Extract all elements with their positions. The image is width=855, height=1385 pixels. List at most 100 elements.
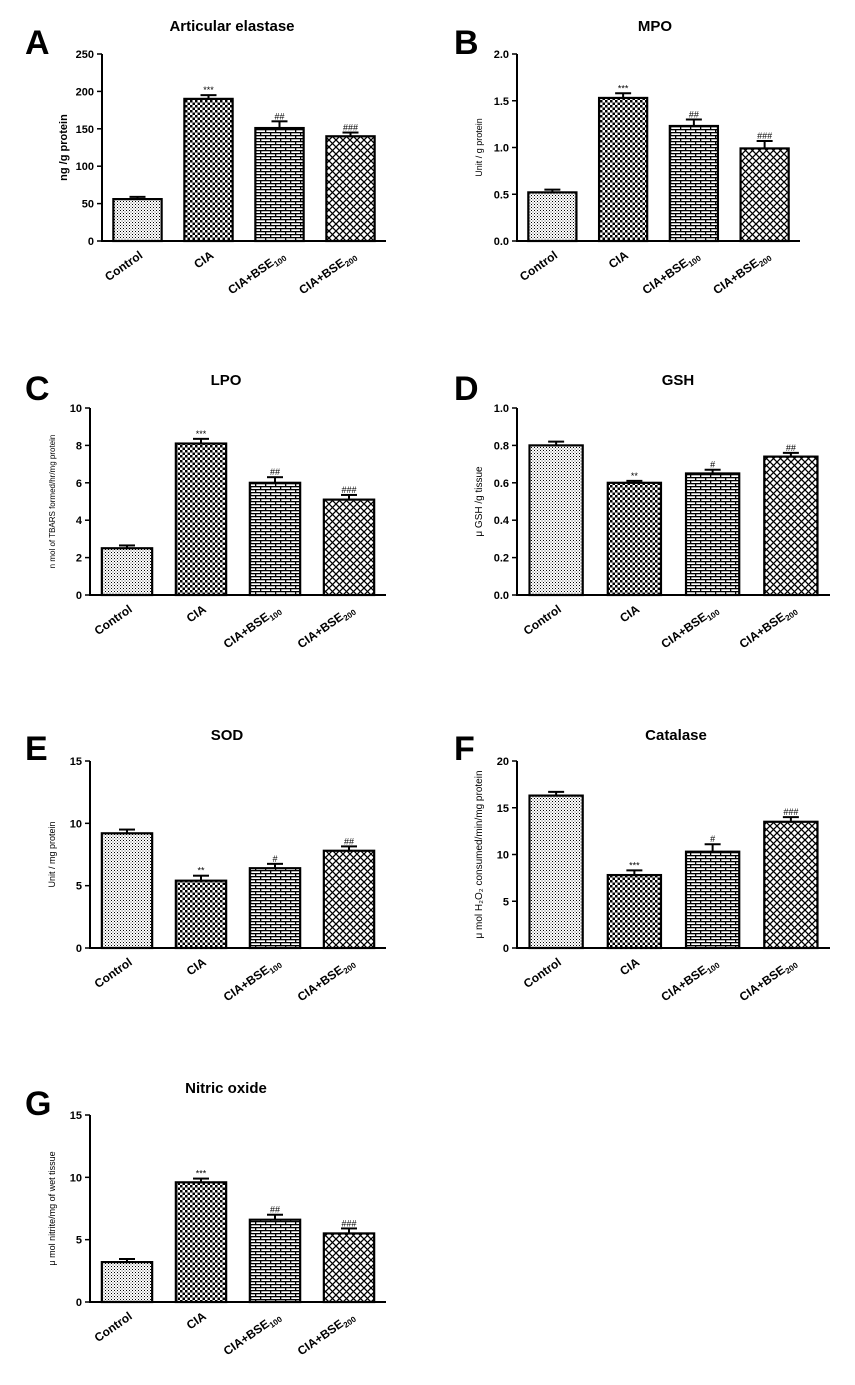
y-tick-label: 0.5 <box>494 189 509 201</box>
x-tick-label: CIA+BSE100 <box>658 602 721 653</box>
y-axis-label: μ GSH /g tissue <box>474 466 485 537</box>
x-tick-label: CIA <box>617 602 642 626</box>
chart-title: Catalase <box>645 727 707 744</box>
x-tick-label: CIA+BSE100 <box>221 602 284 653</box>
x-tick-label: CIA+BSE200 <box>296 248 359 299</box>
bar <box>100 547 154 597</box>
significance-label: ### <box>341 485 356 495</box>
significance-label: ### <box>757 131 772 141</box>
chart-title: SOD <box>211 727 244 744</box>
y-tick-label: 15 <box>70 1110 82 1122</box>
panel-letter: F <box>454 730 475 768</box>
significance-label: ### <box>343 123 358 133</box>
bar <box>528 444 584 597</box>
y-axis-label: ng /g protein <box>58 114 70 181</box>
bar <box>527 191 578 243</box>
bar <box>183 97 234 243</box>
y-tick-label: 6 <box>76 478 82 490</box>
significance-label: ### <box>783 807 798 817</box>
y-tick-label: 2 <box>76 553 82 565</box>
panel-letter: B <box>454 24 479 62</box>
panel-d: D GSH 0.0 0.2 0.4 0.6 0.8 1.0 μ GSH /g tissue Con… <box>454 370 830 653</box>
bar <box>763 820 819 950</box>
y-tick-label: 5 <box>503 896 509 908</box>
y-tick-label: 100 <box>76 161 94 173</box>
y-tick-label: 10 <box>70 818 82 830</box>
y-axis-label: μ mol H₂O₂ consumed/min/mg protein <box>474 770 485 938</box>
chart-title: GSH <box>662 372 695 389</box>
y-tick-label: 8 <box>76 440 82 452</box>
y-tick-label: 5 <box>76 1235 82 1247</box>
bar <box>100 832 154 950</box>
x-tick-label: CIA+BSE200 <box>710 248 773 299</box>
significance-label: # <box>710 460 715 470</box>
chart-title: Nitric oxide <box>185 1080 267 1097</box>
panel-letter: E <box>25 730 48 768</box>
y-tick-label: 0 <box>503 943 509 955</box>
x-tick-label: CIA <box>184 1309 209 1333</box>
bar <box>174 879 228 950</box>
y-tick-label: 0 <box>76 1297 82 1309</box>
panel-letter: G <box>25 1085 51 1123</box>
chart-title: MPO <box>638 18 673 35</box>
bar <box>684 472 741 597</box>
panel-letter: C <box>25 370 50 408</box>
y-tick-label: 5 <box>76 881 82 893</box>
bar <box>739 147 790 243</box>
y-tick-label: 0.0 <box>494 236 509 248</box>
bar <box>597 96 649 243</box>
chart-title: Articular elastase <box>169 18 294 35</box>
y-axis-label: Unit / g protein <box>474 118 484 177</box>
bar <box>174 442 228 597</box>
y-tick-label: 0.4 <box>494 515 510 527</box>
y-tick-label: 10 <box>497 850 509 862</box>
y-tick-label: 15 <box>70 756 82 768</box>
y-tick-label: 150 <box>76 124 94 136</box>
panel-e: E SOD 0 5 10 15 Unit / mg protein Control ** CIA #… <box>25 727 386 1006</box>
x-tick-label: CIA <box>617 955 642 979</box>
panel-letter: D <box>454 370 479 408</box>
bar <box>325 135 376 243</box>
panel-a: A Articular elastase 0 50 100 150 200 250 ng /g … <box>25 18 386 299</box>
y-tick-label: 0.0 <box>494 590 509 602</box>
bar <box>174 1181 228 1304</box>
y-tick-label: 50 <box>82 199 94 211</box>
y-tick-label: 1.0 <box>494 403 509 415</box>
x-tick-label: CIA+BSE100 <box>658 955 721 1006</box>
y-tick-label: 10 <box>70 1172 82 1184</box>
significance-label: *** <box>196 1169 207 1179</box>
y-tick-label: 15 <box>497 803 509 815</box>
bar <box>668 124 720 243</box>
x-tick-label: CIA+BSE200 <box>737 602 800 653</box>
y-tick-label: 20 <box>497 756 509 768</box>
y-tick-label: 1.5 <box>494 96 509 108</box>
panel-f: F Catalase 0 5 10 15 20 μ mol H₂O₂ consumed/min… <box>454 727 830 1006</box>
significance-label: ** <box>631 471 639 481</box>
bar <box>112 198 163 243</box>
y-tick-label: 1.0 <box>494 143 509 155</box>
chart-title: LPO <box>211 372 242 389</box>
panel-b: B MPO 0.0 0.5 1.0 1.5 2.0 Unit / g protein Contr… <box>454 18 800 299</box>
significance-label: # <box>272 854 277 864</box>
significance-label: ## <box>344 836 354 846</box>
significance-label: # <box>710 834 715 844</box>
bar <box>606 873 663 950</box>
y-tick-label: 4 <box>76 515 83 527</box>
bar <box>254 126 305 243</box>
y-tick-label: 200 <box>76 86 94 98</box>
x-tick-label: CIA+BSE200 <box>737 955 800 1006</box>
significance-label: *** <box>618 83 629 93</box>
x-tick-label: CIA+BSE100 <box>221 955 284 1006</box>
bar <box>248 481 302 597</box>
y-tick-label: 0 <box>76 590 82 602</box>
y-tick-label: 10 <box>70 403 82 415</box>
bar <box>763 455 819 597</box>
x-tick-label: Control <box>521 602 564 638</box>
bar <box>528 794 584 950</box>
x-tick-label: Control <box>517 248 560 284</box>
bar <box>684 850 741 950</box>
bar <box>322 498 376 597</box>
x-tick-label: CIA+BSE100 <box>225 248 288 299</box>
significance-label: *** <box>196 429 207 439</box>
